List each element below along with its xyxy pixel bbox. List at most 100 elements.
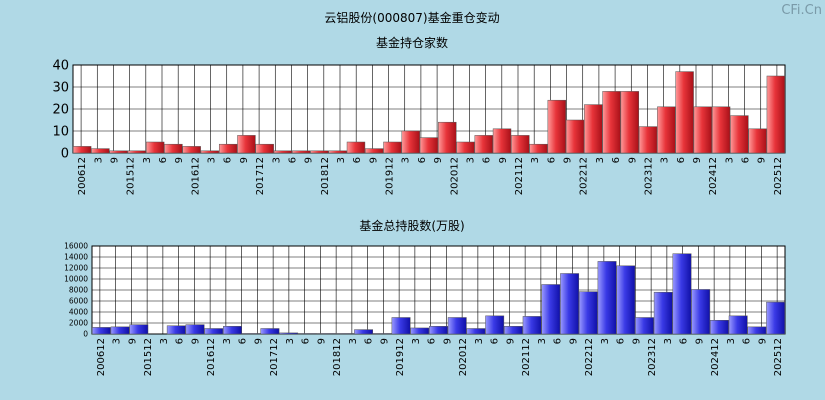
shares-y-tick-label: 16000 — [64, 242, 88, 251]
count-x-tick-label: 3 — [595, 157, 606, 163]
chart2-title: 基金总持股数(万股) — [359, 218, 464, 233]
holding-count-chart: 200612 3 9 201512 3 6 9 201612 3 6 9 201712 3 6 9 20181… — [52, 59, 786, 195]
shares-y-tick-label: 4000 — [69, 308, 88, 317]
count-bar — [602, 91, 621, 154]
count-bar — [237, 135, 256, 154]
count-x-tick-label: 200612 — [77, 157, 88, 195]
count-bar — [693, 106, 713, 154]
shares-x-tick-label: 6 — [238, 338, 249, 344]
shares-bar — [672, 253, 692, 335]
shares-x-tick-label: 6 — [679, 338, 690, 344]
count-x-tick-label: 202312 — [643, 157, 654, 195]
count-bar — [91, 148, 110, 154]
shares-x-tick-label: 3 — [348, 338, 359, 344]
count-x-tick-label: 9 — [757, 157, 768, 163]
count-x-tick-label: 6 — [223, 157, 234, 163]
shares-x-tick-label: 201712 — [269, 338, 280, 376]
shares-bar — [279, 332, 299, 335]
chart1-title: 基金持仓家数 — [376, 35, 448, 50]
shares-x-tick-label: 6 — [616, 338, 627, 344]
count-bar — [401, 130, 420, 154]
shares-x-tick-label: 3 — [285, 338, 296, 344]
shares-bar — [560, 273, 580, 335]
shares-bar — [185, 324, 205, 335]
shares-y-tick-label: 14000 — [64, 253, 88, 262]
shares-bar — [447, 317, 467, 335]
shares-x-tick-label: 3 — [726, 338, 737, 344]
count-bar — [730, 115, 749, 154]
count-bar — [565, 119, 585, 154]
shares-x-tick-label: 9 — [568, 338, 579, 344]
count-bar — [584, 104, 603, 154]
shares-bar — [541, 284, 561, 335]
shares-bar — [522, 316, 542, 335]
shares-x-tick-label: 201512 — [143, 338, 154, 376]
shares-x-tick-label: 3 — [222, 338, 233, 344]
count-x-tick-label: 3 — [142, 157, 153, 163]
shares-y-tick-label: 12000 — [64, 264, 88, 273]
shares-bar — [297, 333, 317, 335]
count-x-tick-label: 9 — [563, 157, 574, 163]
count-x-tick-label: 6 — [611, 157, 622, 163]
count-x-tick-label: 201912 — [385, 157, 396, 195]
count-x-tick-label: 6 — [417, 157, 428, 163]
count-x-tick-label: 3 — [465, 157, 476, 163]
shares-bar — [166, 325, 186, 335]
count-x-tick-label: 6 — [546, 157, 557, 163]
shares-x-tick-label: 202312 — [647, 338, 658, 376]
shares-bar — [635, 317, 654, 335]
count-bar — [675, 71, 694, 154]
count-x-tick-label: 3 — [207, 157, 218, 163]
count-x-tick-label: 9 — [109, 157, 120, 163]
shares-bar — [110, 326, 130, 335]
shares-bar — [429, 326, 448, 335]
count-bar — [474, 135, 493, 154]
count-bar — [365, 148, 384, 154]
shares-bar — [616, 265, 636, 335]
shares-x-tick-label: 202112 — [521, 338, 532, 376]
shares-x-tick-label: 6 — [301, 338, 312, 344]
count-x-tick-label: 201812 — [320, 157, 331, 195]
shares-x-tick-label: 202212 — [584, 338, 595, 376]
shares-bar — [691, 289, 711, 335]
count-x-tick-label: 3 — [93, 157, 104, 163]
count-bar — [748, 128, 767, 154]
count-bar — [145, 141, 165, 154]
shares-x-tick-label: 9 — [505, 338, 516, 344]
shares-bar — [391, 317, 411, 335]
shares-y-tick-label: 10000 — [64, 275, 88, 284]
shares-bar — [316, 333, 336, 335]
count-x-tick-label: 6 — [482, 157, 493, 163]
shares-x-tick-label: 3 — [112, 338, 123, 344]
count-x-tick-label: 6 — [352, 157, 363, 163]
count-bar — [711, 106, 731, 154]
count-bar — [766, 75, 786, 154]
page-title: 云铝股份(000807)基金重仓变动 — [324, 10, 499, 25]
shares-x-tick-label: 3 — [474, 338, 485, 344]
count-x-tick-label: 3 — [530, 157, 541, 163]
count-bar — [456, 141, 475, 154]
shares-bar — [204, 328, 224, 335]
count-bar — [328, 150, 347, 154]
count-x-tick-label: 9 — [433, 157, 444, 163]
count-x-tick-label: 3 — [660, 157, 671, 163]
shares-x-tick-label: 202512 — [773, 338, 784, 376]
count-x-tick-label: 201712 — [255, 157, 266, 195]
count-x-tick-label: 6 — [287, 157, 298, 163]
shares-x-tick-label: 6 — [490, 338, 501, 344]
count-x-tick-label: 202412 — [708, 157, 719, 195]
count-bar — [529, 143, 548, 154]
count-x-tick-label: 201612 — [190, 157, 201, 195]
shares-x-tick-label: 200612 — [96, 338, 107, 376]
count-bar — [657, 106, 676, 154]
count-bar — [310, 150, 329, 154]
shares-x-tick-label: 9 — [253, 338, 264, 344]
shares-x-tick-label: 3 — [411, 338, 422, 344]
count-x-tick-label: 6 — [158, 157, 169, 163]
count-x-tick-label: 9 — [498, 157, 509, 163]
count-bar — [620, 91, 640, 154]
shares-bar — [503, 326, 523, 335]
count-bar — [547, 99, 566, 154]
total-shares-chart: 200612 3 9 201512 3 6 9 201612 3 6 9 201712 3 6 9 20181… — [64, 242, 786, 376]
